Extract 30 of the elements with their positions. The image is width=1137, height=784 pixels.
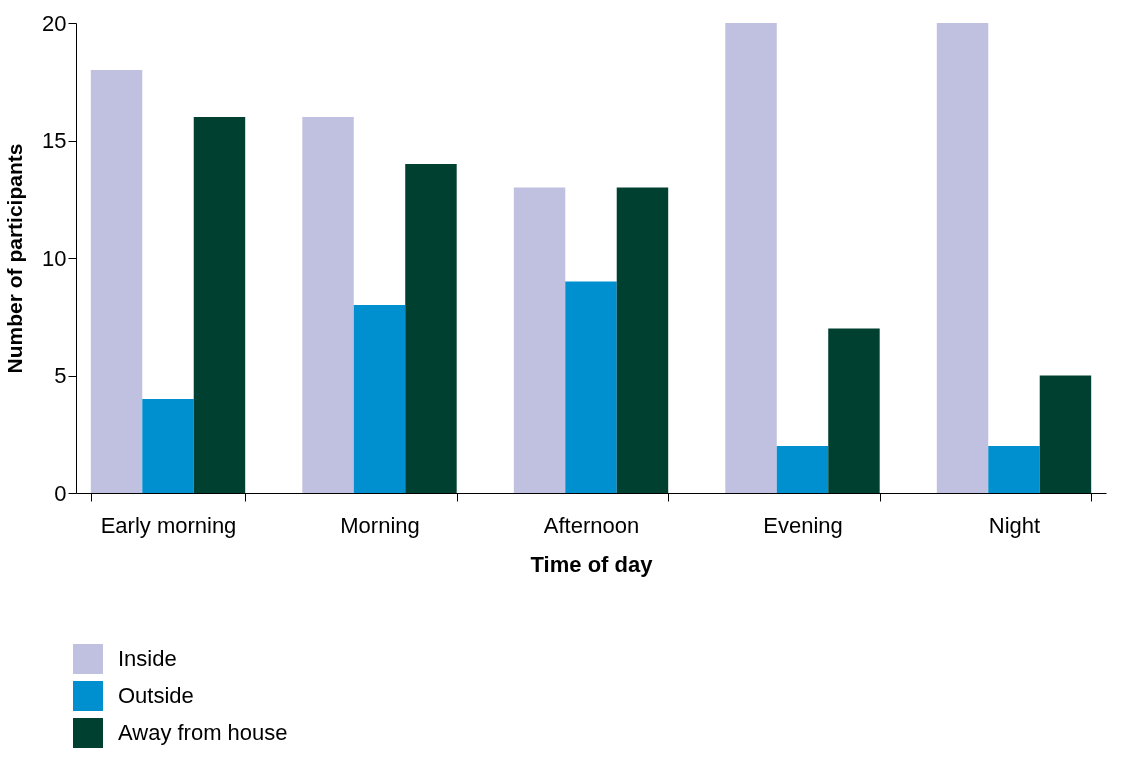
y-tick-label: 15 [42, 128, 67, 153]
bar [828, 328, 880, 493]
y-tick-label: 10 [42, 245, 67, 271]
y-tick-label: 0 [54, 480, 67, 506]
bar [565, 281, 617, 493]
bar [302, 117, 354, 493]
legend-label: Away from house [118, 720, 288, 745]
x-tick-label: Evening [763, 512, 843, 538]
legend-label: Inside [118, 646, 177, 671]
x-axis-title: Time of day [530, 551, 654, 577]
bar [513, 187, 566, 493]
y-tick-label: 20 [42, 10, 67, 36]
bar [405, 164, 457, 493]
bar [988, 446, 1040, 493]
bar [936, 23, 989, 493]
bar [193, 117, 246, 493]
x-tick-label: Afternoon [543, 512, 640, 538]
bar [616, 187, 669, 493]
y-axis-title: Number of participants [3, 143, 27, 374]
x-tick-label: Night [988, 512, 1041, 538]
legend-label: Outside [118, 683, 194, 708]
bar [90, 70, 143, 493]
x-tick-label: Early morning [100, 512, 237, 538]
y-tick-label: 5 [54, 363, 67, 388]
x-tick-label: Morning [340, 512, 420, 538]
bar [725, 23, 777, 493]
bar [776, 446, 829, 493]
bar [1039, 375, 1092, 493]
bar [353, 305, 406, 493]
bar [142, 399, 194, 493]
